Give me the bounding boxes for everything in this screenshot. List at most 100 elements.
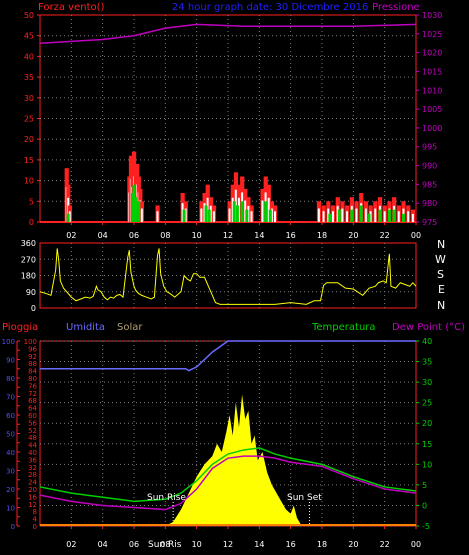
wind-x-tick-label: 16 (286, 231, 296, 240)
wind-y-tick-label: 45 (24, 32, 34, 41)
lower-x-tick-label: 08 (160, 540, 170, 549)
gust-bar-inner (140, 208, 143, 222)
humidity-y-tick-label: 52 (28, 427, 37, 435)
gust-bar-inner (200, 208, 203, 222)
direction-y-tick-label: 0 (31, 304, 36, 313)
temp-y-tick-label: 10 (422, 460, 432, 469)
avg-wind-bar (132, 184, 136, 222)
pressure-label: Pressione (372, 2, 420, 13)
gust-bar-inner (250, 211, 253, 222)
direction-y-tick-label: 90 (26, 288, 36, 297)
dir-letter-n-top: N (437, 238, 445, 251)
temperature-label: Temperatura (311, 322, 376, 333)
pressure-y-tick-label: 985 (422, 180, 437, 189)
pressure-y-tick-label: 995 (422, 143, 437, 152)
avg-wind-bar (207, 209, 211, 222)
humidity-y-tick-label: 0 (33, 523, 37, 531)
gust-bar-inner (270, 208, 273, 222)
humidity-y-tick-label: 96 (28, 345, 37, 353)
humidity-y-tick-label: 40 (28, 449, 37, 457)
wind-y-tick-label: 30 (24, 94, 34, 103)
gust-bar-inner (397, 211, 400, 222)
wind-y-tick-label: 0 (29, 218, 34, 227)
humidity-y-tick-label: 76 (28, 382, 37, 390)
rain-y-tick-label: 0 (11, 523, 15, 531)
humidity-y-tick-label: 60 (28, 412, 37, 420)
gust-bar-inner (237, 197, 240, 222)
humidity-y-tick-label: 44 (28, 442, 37, 450)
direction-letters: N W S E N (435, 238, 446, 312)
lower-x-tick-label: 10 (192, 540, 202, 549)
humidity-y-tick-label: 80 (28, 375, 37, 383)
wind-x-tick-label: 00 (411, 231, 421, 240)
wind-y-tick-label: 50 (24, 11, 34, 20)
temp-y-tick-label: 20 (422, 419, 432, 428)
direction-y-tick-label: 180 (21, 272, 36, 281)
temp-y-tick-label: 15 (422, 440, 432, 449)
temperature-line (39, 447, 417, 503)
wind-label: Forza vento() (38, 2, 105, 13)
rain-y-tick-label: 60 (6, 412, 15, 420)
temp-y-tick-label: 5 (422, 481, 427, 490)
rain-y-tick-label: 70 (6, 394, 15, 402)
gust-bar-inner (383, 211, 386, 222)
gust-bar-inner (209, 205, 212, 222)
wind-y-tick-label: 40 (24, 52, 34, 61)
direction-y-tick-label: 270 (21, 255, 36, 264)
gust-bar-inner (364, 208, 367, 222)
pressure-y-tick-label: 1015 (422, 67, 442, 76)
dewpoint-label: Dew Point (°C) (392, 322, 465, 333)
pressure-y-tick-label: 980 (422, 199, 437, 208)
rain-y-tick-label: 80 (6, 375, 15, 383)
avg-wind-bar (134, 197, 138, 222)
avg-wind-bar (66, 213, 70, 222)
rain-y-tick-label: 10 (6, 505, 15, 513)
gust-bar-inner (317, 208, 320, 222)
avg-wind-bar (137, 201, 141, 222)
lower-x-tick-label: 00 (411, 540, 421, 549)
humidity-y-tick-label: 16 (28, 493, 37, 501)
dir-letter-s: S (437, 268, 444, 281)
chart-title: 24 hour graph date: 30 Dicembre 2016 (172, 2, 368, 13)
wind-x-tick-label: 08 (160, 231, 170, 240)
gust-bar-inner (156, 211, 159, 222)
temp-y-tick-label: -5 (422, 522, 430, 531)
avg-wind-bar (204, 205, 208, 222)
temp-y-tick-label: 35 (422, 358, 432, 367)
avg-wind-bar (378, 209, 382, 222)
sunset-label: Sun Set (287, 493, 322, 503)
humidity-y-tick-label: 8 (33, 508, 37, 516)
humidity-y-tick-label: 4 (33, 516, 38, 524)
lower-x-tick-label: 16 (286, 540, 296, 549)
solar-label: Solar (117, 322, 143, 333)
humidity-y-tick-label: 32 (28, 464, 37, 472)
wind-x-tick-label: 04 (98, 231, 108, 240)
dir-letter-n-bottom: N (437, 299, 445, 312)
temp-y-tick-label: 0 (422, 501, 427, 510)
wind-x-tick-label: 06 (129, 231, 139, 240)
gust-bar-inner (228, 208, 231, 222)
wind-direction-panel: 0 90 180 270 360 (21, 239, 417, 313)
humidity-y-tick-label: 12 (28, 501, 37, 509)
rain-y-tick-label: 40 (6, 449, 15, 457)
rain-label: Pioggia (2, 322, 38, 333)
rain-y-tick-label: 90 (6, 357, 15, 365)
avg-wind-bar (350, 209, 354, 222)
avg-wind-bar (232, 201, 236, 222)
wind-y-tick-label: 5 (29, 197, 34, 206)
dewpoint-line (39, 455, 417, 511)
gust-bar-inner (336, 205, 339, 222)
gust-bar-inner (203, 203, 206, 222)
gust-bar-inner (411, 213, 414, 222)
wind-x-tick-label: 18 (317, 231, 327, 240)
humidity-y-tick-label: 68 (28, 397, 37, 405)
temp-y-tick-label: 30 (422, 378, 432, 387)
avg-wind-bar (245, 209, 249, 222)
lower-x-tick-label: 02 (66, 540, 76, 549)
wind-y-tick-label: 25 (24, 115, 34, 124)
gust-bar-inner (234, 189, 237, 222)
avg-wind-bar (235, 205, 239, 222)
temp-humidity-solar-panel: -505101520253035400102030405060708090100… (2, 337, 433, 549)
temp-y-tick-label: 25 (422, 399, 432, 408)
wind-x-tick-label: 12 (223, 231, 233, 240)
